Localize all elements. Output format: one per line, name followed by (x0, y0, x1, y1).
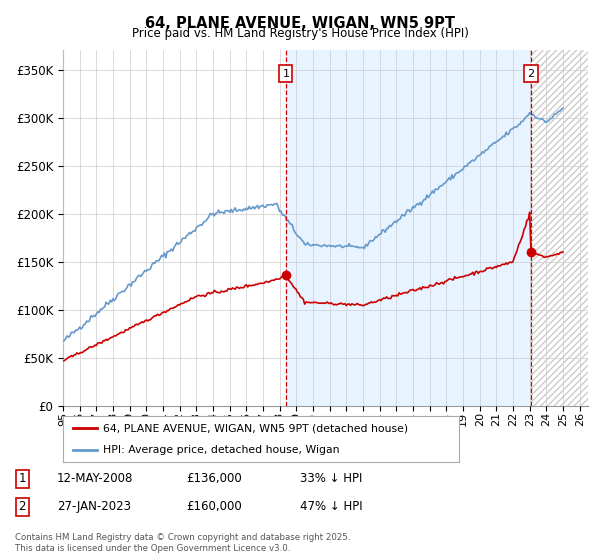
Bar (286, 50, 531, 406)
Text: 1: 1 (283, 68, 289, 78)
Text: 47% ↓ HPI: 47% ↓ HPI (300, 500, 362, 514)
Text: Contains HM Land Registry data © Crown copyright and database right 2025.
This d: Contains HM Land Registry data © Crown c… (15, 534, 350, 553)
Text: 2: 2 (527, 68, 535, 78)
Text: 1: 1 (19, 472, 26, 486)
Text: 27-JAN-2023: 27-JAN-2023 (57, 500, 131, 514)
Text: Price paid vs. HM Land Registry's House Price Index (HPI): Price paid vs. HM Land Registry's House … (131, 27, 469, 40)
Text: HPI: Average price, detached house, Wigan: HPI: Average price, detached house, Wiga… (103, 445, 339, 455)
Text: £136,000: £136,000 (186, 472, 242, 486)
Text: £160,000: £160,000 (186, 500, 242, 514)
Bar (531, 50, 588, 406)
Text: 64, PLANE AVENUE, WIGAN, WN5 9PT: 64, PLANE AVENUE, WIGAN, WN5 9PT (145, 16, 455, 31)
Text: 12-MAY-2008: 12-MAY-2008 (57, 472, 133, 486)
Text: 64, PLANE AVENUE, WIGAN, WN5 9PT (detached house): 64, PLANE AVENUE, WIGAN, WN5 9PT (detach… (103, 423, 408, 433)
Text: 33% ↓ HPI: 33% ↓ HPI (300, 472, 362, 486)
Text: 2: 2 (19, 500, 26, 514)
